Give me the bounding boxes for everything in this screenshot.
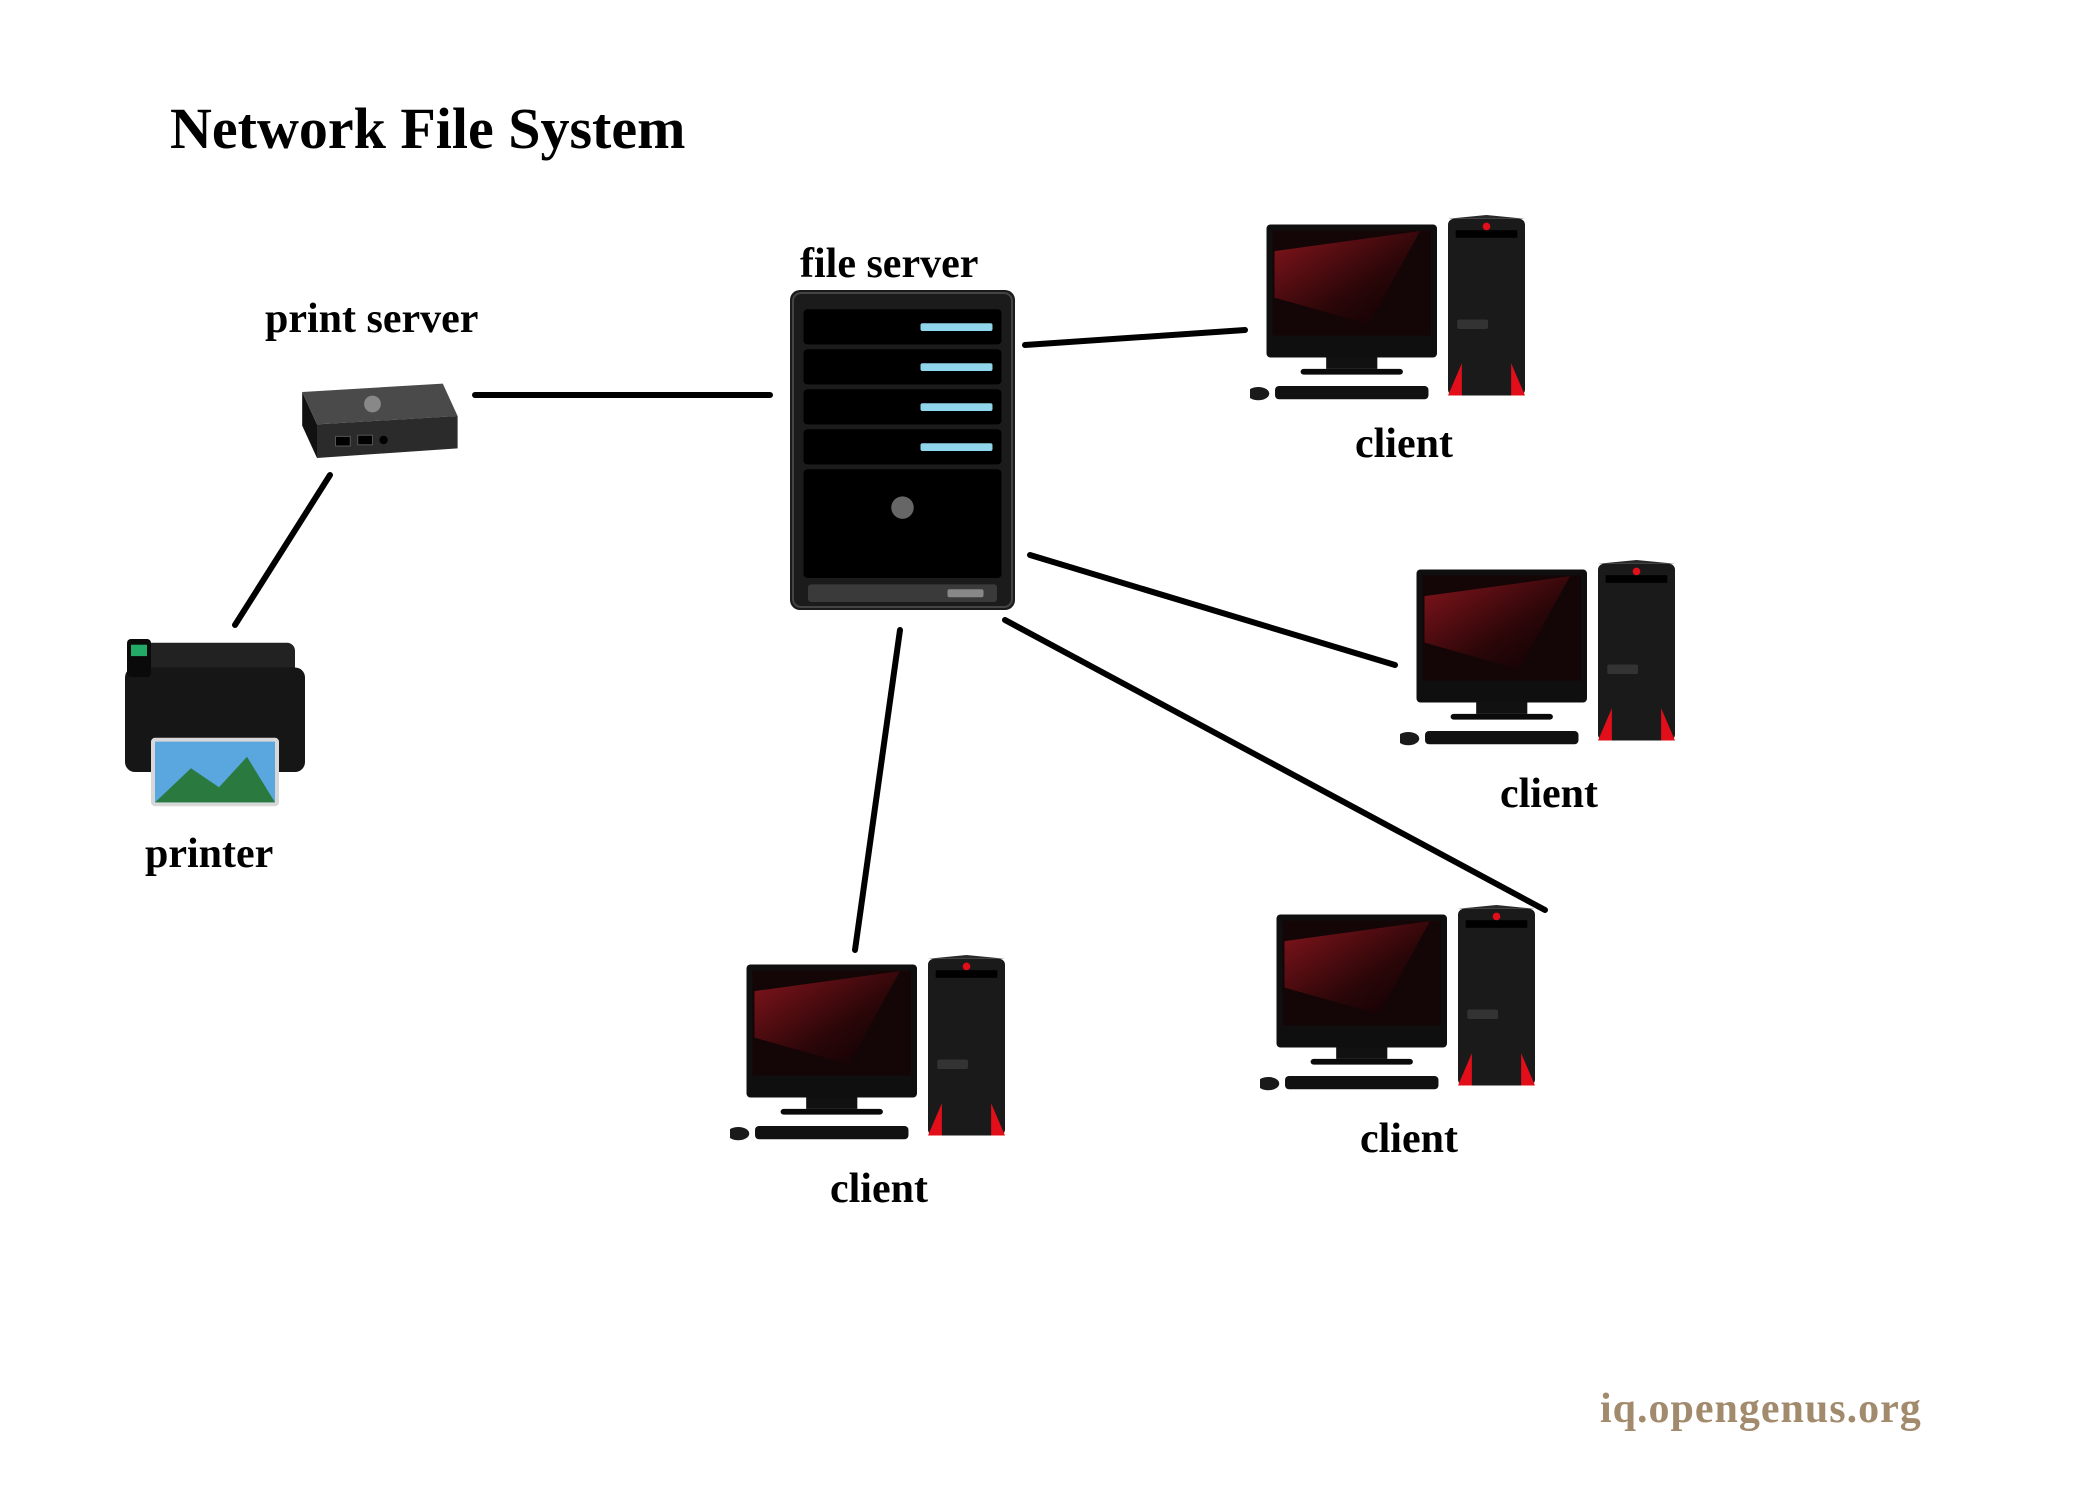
edge-file_server-client1 xyxy=(1025,330,1245,345)
client-computer-icon xyxy=(1400,560,1675,750)
diagram-title: Network File System xyxy=(170,95,685,162)
label-printer: printer xyxy=(145,830,273,878)
client-computer-icon xyxy=(730,955,1005,1145)
diagram-edges xyxy=(0,0,2100,1500)
file-server-icon xyxy=(790,290,1015,610)
attribution-text: iq.opengenus.org xyxy=(1600,1385,1922,1433)
label-client4: client xyxy=(830,1165,928,1213)
print-server-icon xyxy=(280,350,465,470)
label-client1: client xyxy=(1355,420,1453,468)
label-file_server: file server xyxy=(800,240,978,288)
client-computer-icon xyxy=(1260,905,1535,1095)
edge-file_server-client2 xyxy=(1030,555,1395,665)
edge-file_server-client4 xyxy=(855,630,900,950)
label-client3: client xyxy=(1360,1115,1458,1163)
client-computer-icon xyxy=(1250,215,1525,405)
printer-icon xyxy=(115,620,315,810)
label-print_server: print server xyxy=(265,295,478,343)
label-client2: client xyxy=(1500,770,1598,818)
edge-printer-print_server xyxy=(235,475,330,625)
